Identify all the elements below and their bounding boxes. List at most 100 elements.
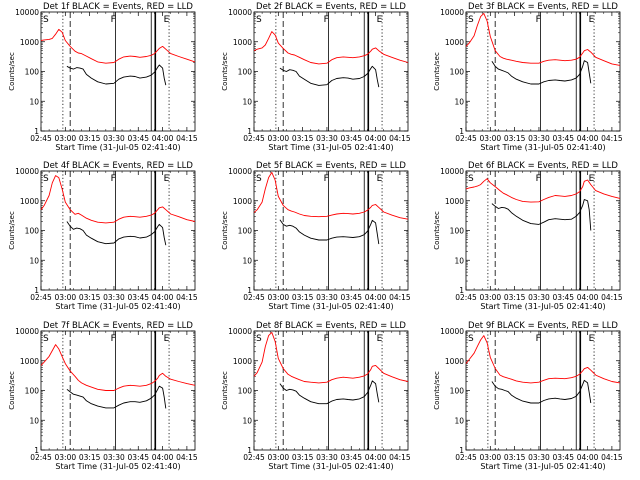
x-tick-label: 03:00: [55, 134, 77, 143]
y-axis-label: Counts/sec: [433, 371, 441, 410]
series-line-lld: [253, 171, 409, 220]
marker-s: S: [468, 15, 474, 25]
plot-frame: [465, 170, 621, 291]
marker-e: E: [164, 334, 170, 344]
x-tick-label: 04:15: [176, 293, 198, 302]
x-tick-label: 02:45: [243, 453, 265, 462]
x-tick-label: 04:00: [152, 134, 174, 143]
marker-e: E: [164, 174, 170, 184]
y-tick-label: 1: [247, 127, 252, 136]
y-tick-label: 1: [459, 446, 464, 455]
marker-f: F: [111, 334, 116, 344]
y-tick-label: 10000: [15, 167, 39, 176]
y-tick-label: 100: [238, 387, 253, 396]
x-tick-label: 02:45: [455, 293, 477, 302]
x-axis-label: Start Time (31-Jul-05 02:41:40): [480, 143, 605, 152]
y-tick-label: 1000: [445, 357, 464, 366]
x-tick-label: 03:45: [127, 293, 149, 302]
x-tick-label: 03:45: [127, 453, 149, 462]
y-tick-label: 1000: [445, 197, 464, 206]
x-tick-label: 03:15: [79, 453, 101, 462]
marker-f: F: [536, 334, 541, 344]
x-tick-label: 03:45: [340, 134, 362, 143]
marker-s: S: [468, 334, 474, 344]
x-tick-label: 02:45: [30, 293, 52, 302]
chart-panel-7: Det 7f BLACK = Events, RED = LLD 1 10 100 10…: [8, 321, 198, 471]
x-tick-label: 02:45: [455, 134, 477, 143]
chart-panel-2: Det 2f BLACK = Events, RED = LLD 1 10 100 10…: [221, 2, 411, 152]
x-tick-label: 03:45: [552, 293, 574, 302]
y-axis-label: Counts/sec: [8, 52, 16, 91]
x-tick-label: 04:15: [389, 453, 411, 462]
y-tick-label: 10000: [440, 327, 464, 336]
y-tick-label: 1000: [445, 38, 464, 47]
y-tick-label: 100: [238, 68, 253, 77]
chart-title: Det 5f BLACK = Events, RED = LLD: [256, 161, 406, 171]
marker-e: E: [589, 334, 595, 344]
y-tick-label: 10: [242, 256, 252, 265]
chart-panel-9: Det 9f BLACK = Events, RED = LLD 1 10 100 10…: [433, 321, 623, 471]
x-tick-label: 03:30: [528, 293, 550, 302]
series-line-lld: [253, 31, 409, 65]
x-tick-label: 03:00: [480, 134, 502, 143]
marker-f: F: [536, 174, 541, 184]
chart-panel-8: Det 8f BLACK = Events, RED = LLD 1 10 100 10…: [221, 321, 411, 471]
chart-panel-5: Det 5f BLACK = Events, RED = LLD 1 10 100 10…: [221, 161, 411, 311]
y-tick-label: 100: [450, 387, 465, 396]
series-line-lld: [465, 335, 621, 384]
x-axis-label: Start Time (31-Jul-05 02:41:40): [268, 462, 393, 471]
y-tick-label: 10000: [15, 327, 39, 336]
y-axis-label: Counts/sec: [433, 52, 441, 91]
y-tick-label: 10000: [228, 327, 252, 336]
plot-frame: [40, 11, 196, 132]
x-tick-label: 04:00: [365, 293, 387, 302]
x-tick-label: 03:30: [103, 293, 125, 302]
y-tick-label: 1: [34, 286, 39, 295]
x-tick-label: 04:15: [601, 134, 623, 143]
marker-e: E: [377, 174, 383, 184]
series-line-lld: [40, 28, 196, 64]
marker-s: S: [256, 334, 262, 344]
marker-s: S: [468, 174, 474, 184]
x-tick-label: 03:30: [316, 293, 338, 302]
marker-e: E: [164, 15, 170, 25]
y-tick-label: 1: [459, 286, 464, 295]
x-tick-label: 03:00: [480, 293, 502, 302]
marker-s: S: [43, 334, 49, 344]
chart-title: Det 1f BLACK = Events, RED = LLD: [43, 2, 193, 12]
chart-panel-3: Det 3f BLACK = Events, RED = LLD 1 10 100 10…: [433, 2, 623, 152]
marker-e: E: [377, 334, 383, 344]
x-tick-label: 04:00: [577, 134, 599, 143]
series-line-events: [491, 199, 592, 231]
chart-title: Det 3f BLACK = Events, RED = LLD: [468, 2, 618, 12]
x-tick-label: 03:00: [268, 293, 290, 302]
plot-frame: [40, 330, 196, 451]
x-tick-label: 03:15: [292, 453, 314, 462]
x-tick-label: 03:45: [340, 453, 362, 462]
marker-f: F: [324, 174, 329, 184]
x-axis-label: Start Time (31-Jul-05 02:41:40): [480, 302, 605, 311]
y-axis-label: Counts/sec: [8, 211, 16, 250]
marker-e: E: [589, 15, 595, 25]
marker-f: F: [324, 15, 329, 25]
x-tick-label: 04:15: [389, 293, 411, 302]
x-tick-label: 03:15: [504, 453, 526, 462]
y-tick-label: 100: [25, 68, 40, 77]
y-tick-label: 10000: [440, 167, 464, 176]
chart-title: Det 2f BLACK = Events, RED = LLD: [256, 2, 406, 12]
x-tick-label: 04:00: [365, 453, 387, 462]
y-tick-label: 1000: [20, 197, 39, 206]
plot-frame: [253, 330, 409, 451]
x-axis-label: Start Time (31-Jul-05 02:41:40): [268, 302, 393, 311]
y-tick-label: 10: [454, 256, 464, 265]
series-line-events: [279, 380, 380, 405]
x-tick-label: 04:00: [577, 453, 599, 462]
x-tick-label: 04:00: [365, 134, 387, 143]
marker-s: S: [43, 15, 49, 25]
x-tick-label: 04:00: [152, 293, 174, 302]
x-tick-label: 03:30: [103, 453, 125, 462]
x-tick-label: 04:15: [176, 134, 198, 143]
y-tick-label: 10: [454, 416, 464, 425]
y-tick-label: 1000: [233, 197, 252, 206]
series-line-lld: [465, 178, 621, 203]
